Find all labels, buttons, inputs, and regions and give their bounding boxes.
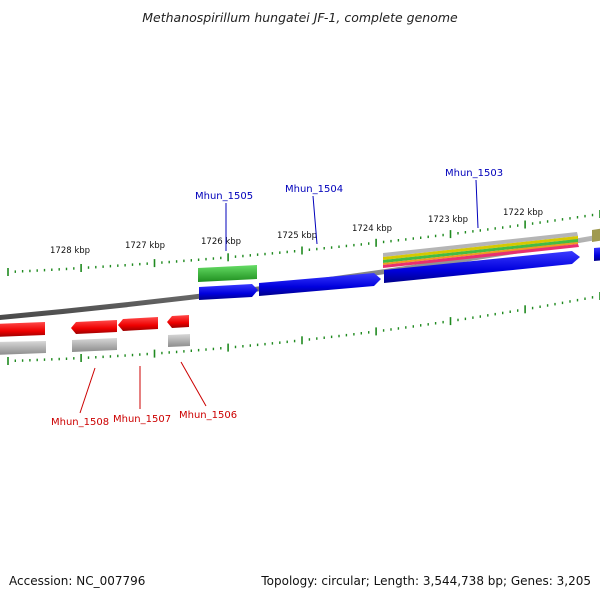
reverse-gene-labels: Mhun_1508 Mhun_1507 Mhun_1506 xyxy=(51,361,237,428)
cog-band-gray-rev xyxy=(72,338,117,352)
cog-band-green2 xyxy=(383,239,578,263)
ruler-label: 1725 kbp xyxy=(277,231,317,241)
map-title: Methanospirillum hungatei JF-1, complete… xyxy=(142,10,458,25)
gene-label-mhun-1504[interactable]: Mhun_1504 xyxy=(285,184,343,195)
cog-band-orange xyxy=(383,242,578,265)
ruler-labels: 1728 kbp 1727 kbp 1726 kbp 1725 kbp 1724… xyxy=(50,208,543,256)
cog-band-yellow xyxy=(383,236,578,260)
gene-label-mhun-1508[interactable]: Mhun_1508 xyxy=(51,417,109,428)
cog-band-green xyxy=(198,265,257,282)
cog-band-olive xyxy=(592,228,600,242)
accession-text: Accession: NC_007796 xyxy=(9,574,146,588)
leader-line xyxy=(475,179,479,229)
leader-line xyxy=(79,367,96,414)
ruler-label: 1728 kbp xyxy=(50,246,90,256)
gene-label-mhun-1506[interactable]: Mhun_1506 xyxy=(179,410,237,421)
outer-tick-ruler xyxy=(7,210,600,276)
ruler-label: 1722 kbp xyxy=(503,208,543,218)
cog-track-reverse xyxy=(0,334,190,355)
leader-line xyxy=(312,195,318,245)
gene-arrow-mhun-1507[interactable] xyxy=(118,317,158,331)
gene-arrow-mhun-1503[interactable] xyxy=(384,251,580,283)
gene-arrow-mhun-1505[interactable] xyxy=(199,284,258,300)
genome-summary-text: Topology: circular; Length: 3,544,738 bp… xyxy=(261,574,591,588)
gene-arrow-reverse-edge[interactable] xyxy=(0,322,45,337)
leader-line xyxy=(180,361,207,407)
cog-band-gray-rev xyxy=(168,334,190,347)
cog-track-forward xyxy=(198,228,600,282)
gene-arrow-mhun-1508[interactable] xyxy=(71,320,117,334)
reverse-gene-track xyxy=(0,315,189,337)
forward-gene-labels: Mhun_1505 Mhun_1504 Mhun_1503 xyxy=(195,168,503,251)
ruler-label: 1723 kbp xyxy=(428,215,468,225)
ruler-label: 1727 kbp xyxy=(125,241,165,251)
gene-label-mhun-1503[interactable]: Mhun_1503 xyxy=(445,168,503,179)
cog-band-gray-rev xyxy=(0,341,46,355)
gene-label-mhun-1507[interactable]: Mhun_1507 xyxy=(113,414,171,425)
gene-arrow-edge[interactable] xyxy=(594,247,600,261)
forward-gene-track xyxy=(199,247,600,300)
cog-band-pink xyxy=(383,244,579,268)
ruler-label: 1724 kbp xyxy=(352,224,392,234)
gene-arrow-mhun-1506[interactable] xyxy=(167,315,189,328)
cog-band-gray xyxy=(383,232,578,257)
ruler-label: 1726 kbp xyxy=(201,237,241,247)
inner-tick-ruler xyxy=(7,292,600,365)
gene-label-mhun-1505[interactable]: Mhun_1505 xyxy=(195,191,253,202)
gene-arrow-mhun-1504[interactable] xyxy=(259,273,381,296)
